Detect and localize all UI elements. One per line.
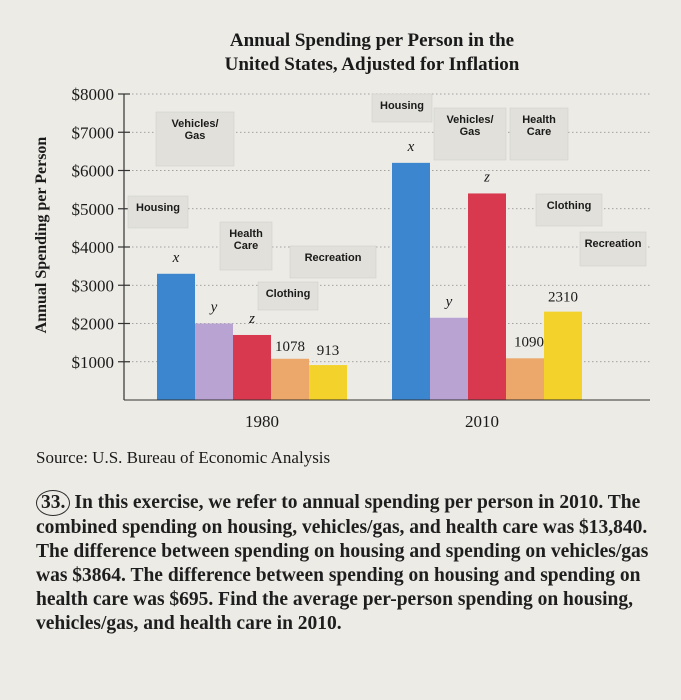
- bar-2010-recreation: [544, 311, 582, 400]
- chart-title-line-2: United States, Adjusted for Inflation: [225, 54, 520, 75]
- bar-1980-housing: [157, 273, 195, 400]
- y-tick-label-8000: $8000: [72, 85, 115, 104]
- bar-1980-healthcare: [233, 334, 271, 400]
- y-tick-label-2000: $2000: [72, 315, 115, 334]
- callout-box-6: [433, 107, 507, 161]
- exercise-33: 33. In this exercise, we refer to annual …: [36, 490, 658, 636]
- callout-label-7-1: Care: [527, 126, 551, 138]
- callout-box-5: [371, 93, 433, 123]
- x-tick-1980: 1980: [245, 412, 279, 431]
- x-tick-2010: 2010: [465, 412, 499, 431]
- y-tick-label-7000: $7000: [72, 123, 115, 142]
- callout-box-2: [219, 221, 273, 271]
- exercise-number: 33.: [36, 490, 71, 516]
- bar-1980-clothing: [271, 358, 309, 400]
- callout-label-3-0: Recreation: [305, 252, 362, 264]
- callouts: Vehicles/GasHousingHealthCareRecreationC…: [127, 93, 647, 311]
- callout-box-4: [257, 281, 319, 311]
- bars: [124, 162, 650, 401]
- callout-label-1-0: Housing: [136, 202, 180, 214]
- callout-label-2-1: Care: [234, 240, 258, 252]
- y-axis-label: Annual Spending per Person: [33, 137, 50, 334]
- data-label-2010-recreation: 2310: [548, 290, 578, 306]
- source-note: Source: U.S. Bureau of Economic Analysis: [36, 448, 331, 467]
- callout-box-0: [155, 111, 235, 167]
- callout-box-7: [509, 107, 569, 161]
- data-label-1980-clothing: 1078: [275, 339, 305, 355]
- data-labels: x x y y z z 1078 1090 913 2310: [172, 139, 578, 359]
- chart: Annual Spending per Person in the United…: [33, 30, 650, 431]
- callout-label-9-0: Recreation: [585, 238, 642, 250]
- data-label-1980-recreation: 913: [317, 343, 340, 359]
- callout-label-5-0: Housing: [380, 100, 424, 112]
- data-label-2010-housing: x: [407, 139, 415, 155]
- bar-1980-vehiclesgas: [195, 323, 233, 400]
- callout-label-2-0: Health: [229, 228, 263, 240]
- y-tick-label-3000: $3000: [72, 276, 115, 295]
- callout-box-1: [127, 195, 189, 229]
- callout-box-3: [289, 245, 377, 279]
- data-label-1980-housing: x: [172, 250, 180, 266]
- data-label-2010-healthcare: z: [483, 169, 490, 185]
- bar-2010-vehiclesgas: [430, 317, 468, 400]
- bar-2010-housing: [392, 162, 430, 400]
- chart-title-line-1: Annual Spending per Person in the: [230, 30, 514, 51]
- data-label-1980-vehiclesgas: y: [209, 300, 218, 316]
- y-tick-label-6000: $6000: [72, 162, 115, 181]
- bar-2010-clothing: [506, 358, 544, 400]
- callout-label-7-0: Health: [522, 114, 556, 126]
- bar-1980-recreation: [309, 365, 347, 400]
- data-label-1980-healthcare: z: [248, 311, 255, 327]
- exercise-text: In this exercise, we refer to annual spe…: [36, 492, 649, 634]
- y-tick-label-1000: $1000: [72, 353, 115, 372]
- callout-box-9: [579, 231, 647, 267]
- data-label-2010-clothing: 1090: [514, 334, 544, 350]
- data-label-2010-vehiclesgas: y: [444, 294, 453, 310]
- y-tick-label-4000: $4000: [72, 238, 115, 257]
- y-ticks: $1000 $2000 $3000 $4000 $5000 $6000 $7000 $8000: [72, 85, 130, 372]
- y-tick-label-5000: $5000: [72, 200, 115, 219]
- callout-label-4-0: Clothing: [266, 288, 311, 300]
- bar-2010-healthcare: [468, 193, 506, 400]
- callout-label-6-1: Gas: [460, 126, 481, 138]
- callout-box-8: [535, 193, 603, 227]
- callout-label-0-1: Gas: [185, 130, 206, 142]
- callout-label-6-0: Vehicles/: [446, 114, 493, 126]
- callout-label-0-0: Vehicles/: [171, 118, 218, 130]
- callout-label-8-0: Clothing: [547, 200, 592, 212]
